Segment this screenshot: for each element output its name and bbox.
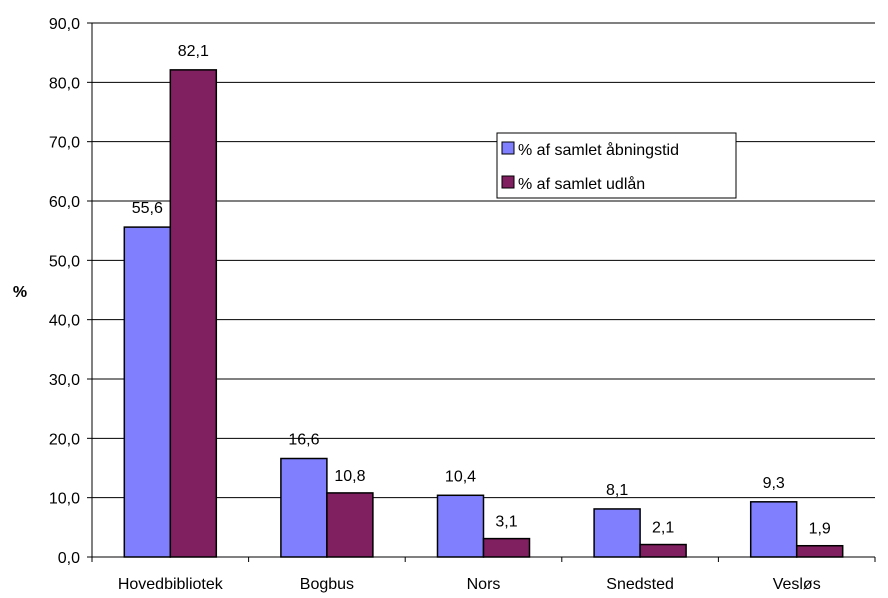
y-tick-label: 70,0 [49, 135, 80, 152]
x-category-label: Nors [467, 576, 501, 593]
bar [593, 508, 641, 558]
data-label: 55,6 [132, 200, 163, 217]
data-label: 10,8 [334, 468, 365, 485]
bars-group [123, 69, 844, 558]
data-label: 82,1 [178, 43, 209, 60]
legend-swatch-udlan [501, 175, 515, 189]
x-category-label: Bogbus [300, 576, 354, 593]
bar [326, 492, 374, 558]
bar [482, 537, 531, 558]
bar [795, 544, 844, 558]
y-tick-label: 50,0 [49, 253, 80, 270]
y-tick-label: 80,0 [49, 75, 80, 92]
bar [436, 494, 485, 558]
x-category-labels: Hovedbibliotek Bogbus Nors Snedsted Vesløs [118, 576, 821, 593]
y-axis-title: % [13, 284, 27, 301]
legend-swatch-abningstid [501, 141, 515, 155]
legend-label-abningstid: % af samlet åbningstid [518, 141, 679, 159]
x-category-label: Snedsted [606, 576, 674, 593]
x-category-label: Vesløs [773, 576, 821, 593]
legend-label-udlan: % af samlet udlån [518, 175, 645, 193]
y-tick-label: 20,0 [49, 431, 80, 448]
data-label: 1,9 [809, 521, 831, 538]
data-label: 3,1 [495, 514, 517, 531]
grid-lines [92, 22, 875, 499]
y-tick-label: 90,0 [49, 16, 80, 33]
bar [639, 543, 687, 558]
y-tick-labels: 0,0 10,0 20,0 30,0 40,0 50,0 60,0 70,0 80,0 90,0 [49, 16, 80, 567]
legend: % af samlet åbningstid % af samlet udlån [496, 132, 737, 199]
bar [280, 457, 328, 558]
y-tick-label: 0,0 [58, 550, 80, 567]
y-tick-label: 10,0 [49, 491, 80, 508]
y-tick-label: 60,0 [49, 194, 80, 211]
axes-group [87, 22, 876, 562]
bar [169, 69, 218, 558]
data-label: 9,3 [763, 475, 785, 492]
bar [749, 501, 798, 558]
bar [123, 226, 172, 558]
data-label: 10,4 [445, 468, 476, 485]
y-tick-label: 40,0 [49, 313, 80, 330]
x-category-label: Hovedbibliotek [118, 576, 224, 593]
legend-box [496, 132, 737, 199]
data-labels: 55,6 82,1 16,6 10,8 10,4 3,1 8,1 2,1 9,3 1,9 [132, 43, 831, 538]
y-tick-label: 30,0 [49, 372, 80, 389]
data-label: 8,1 [606, 482, 628, 499]
data-label: 2,1 [652, 520, 674, 537]
data-label: 16,6 [288, 432, 319, 449]
